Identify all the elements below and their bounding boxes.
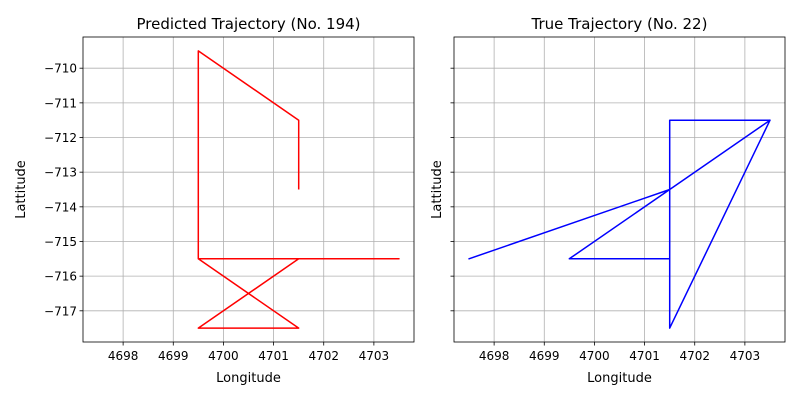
y-tick-label-0: −710 [44,62,77,76]
x-tick-label-4: 4702 [308,349,339,363]
y-tick-label-4: −714 [44,200,77,214]
y-tick-label-5: −715 [44,235,77,249]
x-tick-label-3: 4701 [629,349,660,363]
y-tick-label-1: −711 [44,96,77,110]
x-tick-label-0: 4698 [479,349,510,363]
chart-panel-1: 4698 4699 4700 4701 4702 4703 −710 −711 −712 −713… [14,15,415,386]
y-tick-label-3: −713 [44,166,77,180]
y-axis-label: Lattitude [14,160,29,219]
trajectory-line [468,119,771,329]
axes-frame [82,36,415,343]
x-tick-label-3: 4701 [258,349,289,363]
chart-title: True Trajectory (No. 22) [531,15,708,33]
axes-frame [453,36,786,343]
x-axis-label: Longitude [216,371,281,386]
x-tick-label-4: 4702 [679,349,710,363]
chart-title: Predicted Trajectory (No. 194) [136,15,360,33]
x-axis-label: Longitude [587,371,652,386]
x-tick-label-5: 4703 [730,349,761,363]
y-tick-label-2: −712 [44,131,77,145]
x-tick-label-5: 4703 [359,349,390,363]
chart-panel-2: 4698 4699 4700 4701 4702 4703 True Trajectory … [430,15,786,386]
x-tick-label-1: 4699 [529,349,560,363]
x-tick-label-0: 4698 [108,349,139,363]
y-axis-label: Lattitude [430,160,445,219]
y-tick-label-7: −717 [44,304,77,318]
x-tick-label-2: 4700 [579,349,610,363]
x-tick-label-1: 4699 [158,349,189,363]
y-tick-label-6: −716 [44,270,77,284]
x-tick-label-2: 4700 [208,349,239,363]
trajectory-line [197,50,400,329]
